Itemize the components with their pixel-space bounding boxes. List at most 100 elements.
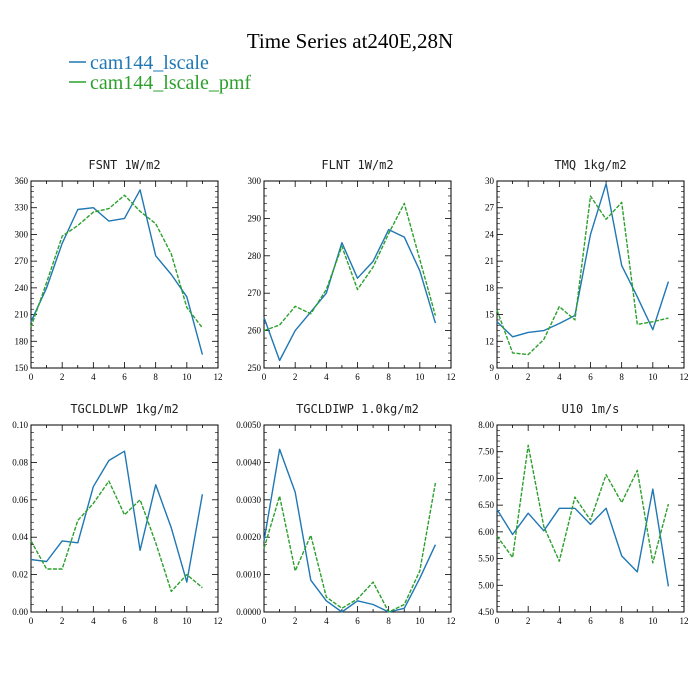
series-line-cam144-lscale xyxy=(30,189,204,355)
x-tick-label: 2 xyxy=(293,372,298,382)
y-tick-label: 18 xyxy=(485,283,495,293)
chart-panel-4: TGCLDIWP 1.0kg/m2 0 2 4 6 8 10 12 0.0000 0.0010 0.… xyxy=(236,402,455,626)
x-tick-label: 0 xyxy=(495,372,500,382)
x-tick-label: 2 xyxy=(526,372,531,382)
plot-frame xyxy=(496,180,685,369)
x-tick-label: 10 xyxy=(648,616,658,626)
series-line-cam144-lscale xyxy=(263,448,437,613)
y-tick-label: 210 xyxy=(15,310,29,320)
y-tick-label: 24 xyxy=(485,229,495,239)
plot-frame xyxy=(263,180,452,369)
legend-label-lscale: cam144_lscale xyxy=(90,52,209,74)
series-line-cam144-lscale-pmf xyxy=(30,194,203,329)
y-tick-label: 0.0020 xyxy=(236,532,261,542)
x-tick-label: 8 xyxy=(386,372,391,382)
x-tick-label: 8 xyxy=(153,372,158,382)
x-tick-label: 2 xyxy=(60,616,65,626)
y-tick-label: 0.02 xyxy=(12,570,28,580)
x-tick-label: 6 xyxy=(355,616,360,626)
chart-panel-0: FSNT 1W/m2 0 2 4 6 8 10 12 150 180 210 240 270 300 330… xyxy=(15,158,223,382)
x-tick-label: 12 xyxy=(214,616,223,626)
x-tick-label: 4 xyxy=(557,372,562,382)
series-line-cam144-lscale-pmf xyxy=(496,444,670,564)
legend: cam144_lscale cam144_lscale_pmf xyxy=(69,52,251,94)
x-tick-label: 4 xyxy=(91,616,96,626)
x-tick-label: 6 xyxy=(122,616,127,626)
x-tick-label: 6 xyxy=(588,372,593,382)
x-tick-label: 8 xyxy=(386,616,391,626)
y-tick-label: 270 xyxy=(15,256,29,266)
y-tick-label: 15 xyxy=(485,310,495,320)
panel-title: U10 1m/s xyxy=(562,402,620,416)
chart-panel-1: FLNT 1W/m2 0 2 4 6 8 10 12 250 260 270 280 290 300 xyxy=(248,158,456,382)
y-tick-label: 280 xyxy=(248,251,262,261)
x-tick-label: 2 xyxy=(526,616,531,626)
y-tick-label: 300 xyxy=(15,229,29,239)
x-tick-label: 0 xyxy=(29,372,34,382)
x-tick-label: 6 xyxy=(588,616,593,626)
y-tick-label: 0.0040 xyxy=(236,457,261,467)
series-line-cam144-lscale xyxy=(496,182,670,338)
series-line-cam144-lscale xyxy=(263,228,437,362)
y-tick-label: 270 xyxy=(248,288,262,298)
y-tick-label: 7.00 xyxy=(478,473,494,483)
x-tick-label: 8 xyxy=(153,616,158,626)
plot-frame xyxy=(30,180,219,369)
chart-panel-3: TGCLDLWP 1kg/m2 0 2 4 6 8 10 12 0.00 0.02 0.04 0.06… xyxy=(12,402,222,626)
y-tick-label: 360 xyxy=(15,176,29,186)
x-tick-label: 6 xyxy=(122,372,127,382)
x-tick-label: 10 xyxy=(182,616,192,626)
y-tick-label: 150 xyxy=(15,363,29,373)
panel-title: FSNT 1W/m2 xyxy=(88,158,160,172)
y-tick-label: 6.50 xyxy=(478,500,494,510)
panel-title: TGCLDLWP 1kg/m2 xyxy=(70,402,178,416)
y-tick-label: 250 xyxy=(248,363,262,373)
figure-title: Time Series at240E,28N xyxy=(247,29,453,53)
series-line-cam144-lscale-pmf xyxy=(30,480,203,593)
y-tick-label: 4.50 xyxy=(478,607,494,617)
x-tick-label: 2 xyxy=(60,372,65,382)
x-tick-label: 12 xyxy=(680,372,689,382)
panel-title: TMQ 1kg/m2 xyxy=(554,158,626,172)
y-tick-label: 0.10 xyxy=(12,420,28,430)
x-tick-label: 10 xyxy=(415,616,425,626)
y-tick-label: 7.50 xyxy=(478,447,494,457)
x-tick-label: 4 xyxy=(324,372,329,382)
x-tick-label: 12 xyxy=(447,372,456,382)
x-tick-label: 10 xyxy=(415,372,425,382)
x-tick-label: 10 xyxy=(648,372,658,382)
y-tick-label: 260 xyxy=(248,326,262,336)
y-tick-label: 0.06 xyxy=(12,495,28,505)
x-tick-label: 4 xyxy=(557,616,562,626)
y-tick-label: 180 xyxy=(15,336,29,346)
y-tick-label: 8.00 xyxy=(478,420,494,430)
y-tick-label: 0.04 xyxy=(12,532,28,542)
x-tick-label: 4 xyxy=(91,372,96,382)
legend-label-lscale-pmf: cam144_lscale_pmf xyxy=(90,72,251,94)
x-tick-label: 8 xyxy=(619,616,624,626)
y-tick-label: 0.0010 xyxy=(236,570,261,580)
x-tick-label: 0 xyxy=(262,372,267,382)
x-tick-label: 6 xyxy=(355,372,360,382)
y-tick-label: 300 xyxy=(248,176,262,186)
x-tick-label: 0 xyxy=(495,616,500,626)
series-line-cam144-lscale-pmf xyxy=(496,195,669,356)
y-tick-label: 0.0030 xyxy=(236,495,261,505)
y-tick-label: 240 xyxy=(15,283,29,293)
x-tick-label: 12 xyxy=(447,616,456,626)
series-line-cam144-lscale-pmf xyxy=(263,482,437,613)
y-tick-label: 21 xyxy=(485,256,494,266)
x-tick-label: 12 xyxy=(680,616,689,626)
y-tick-label: 5.00 xyxy=(478,580,494,590)
series-line-cam144-lscale xyxy=(30,450,204,583)
y-tick-label: 330 xyxy=(15,203,29,213)
y-tick-label: 0.08 xyxy=(12,457,28,467)
plot-frame xyxy=(263,424,452,613)
x-tick-label: 0 xyxy=(262,616,267,626)
chart-panel-5: U10 1m/s 0 2 4 6 8 10 12 4.50 5.00 5.50 6.00 6.50 7.0… xyxy=(478,402,688,626)
x-tick-label: 12 xyxy=(214,372,223,382)
y-tick-label: 30 xyxy=(485,176,495,186)
y-tick-label: 0.0000 xyxy=(236,607,261,617)
